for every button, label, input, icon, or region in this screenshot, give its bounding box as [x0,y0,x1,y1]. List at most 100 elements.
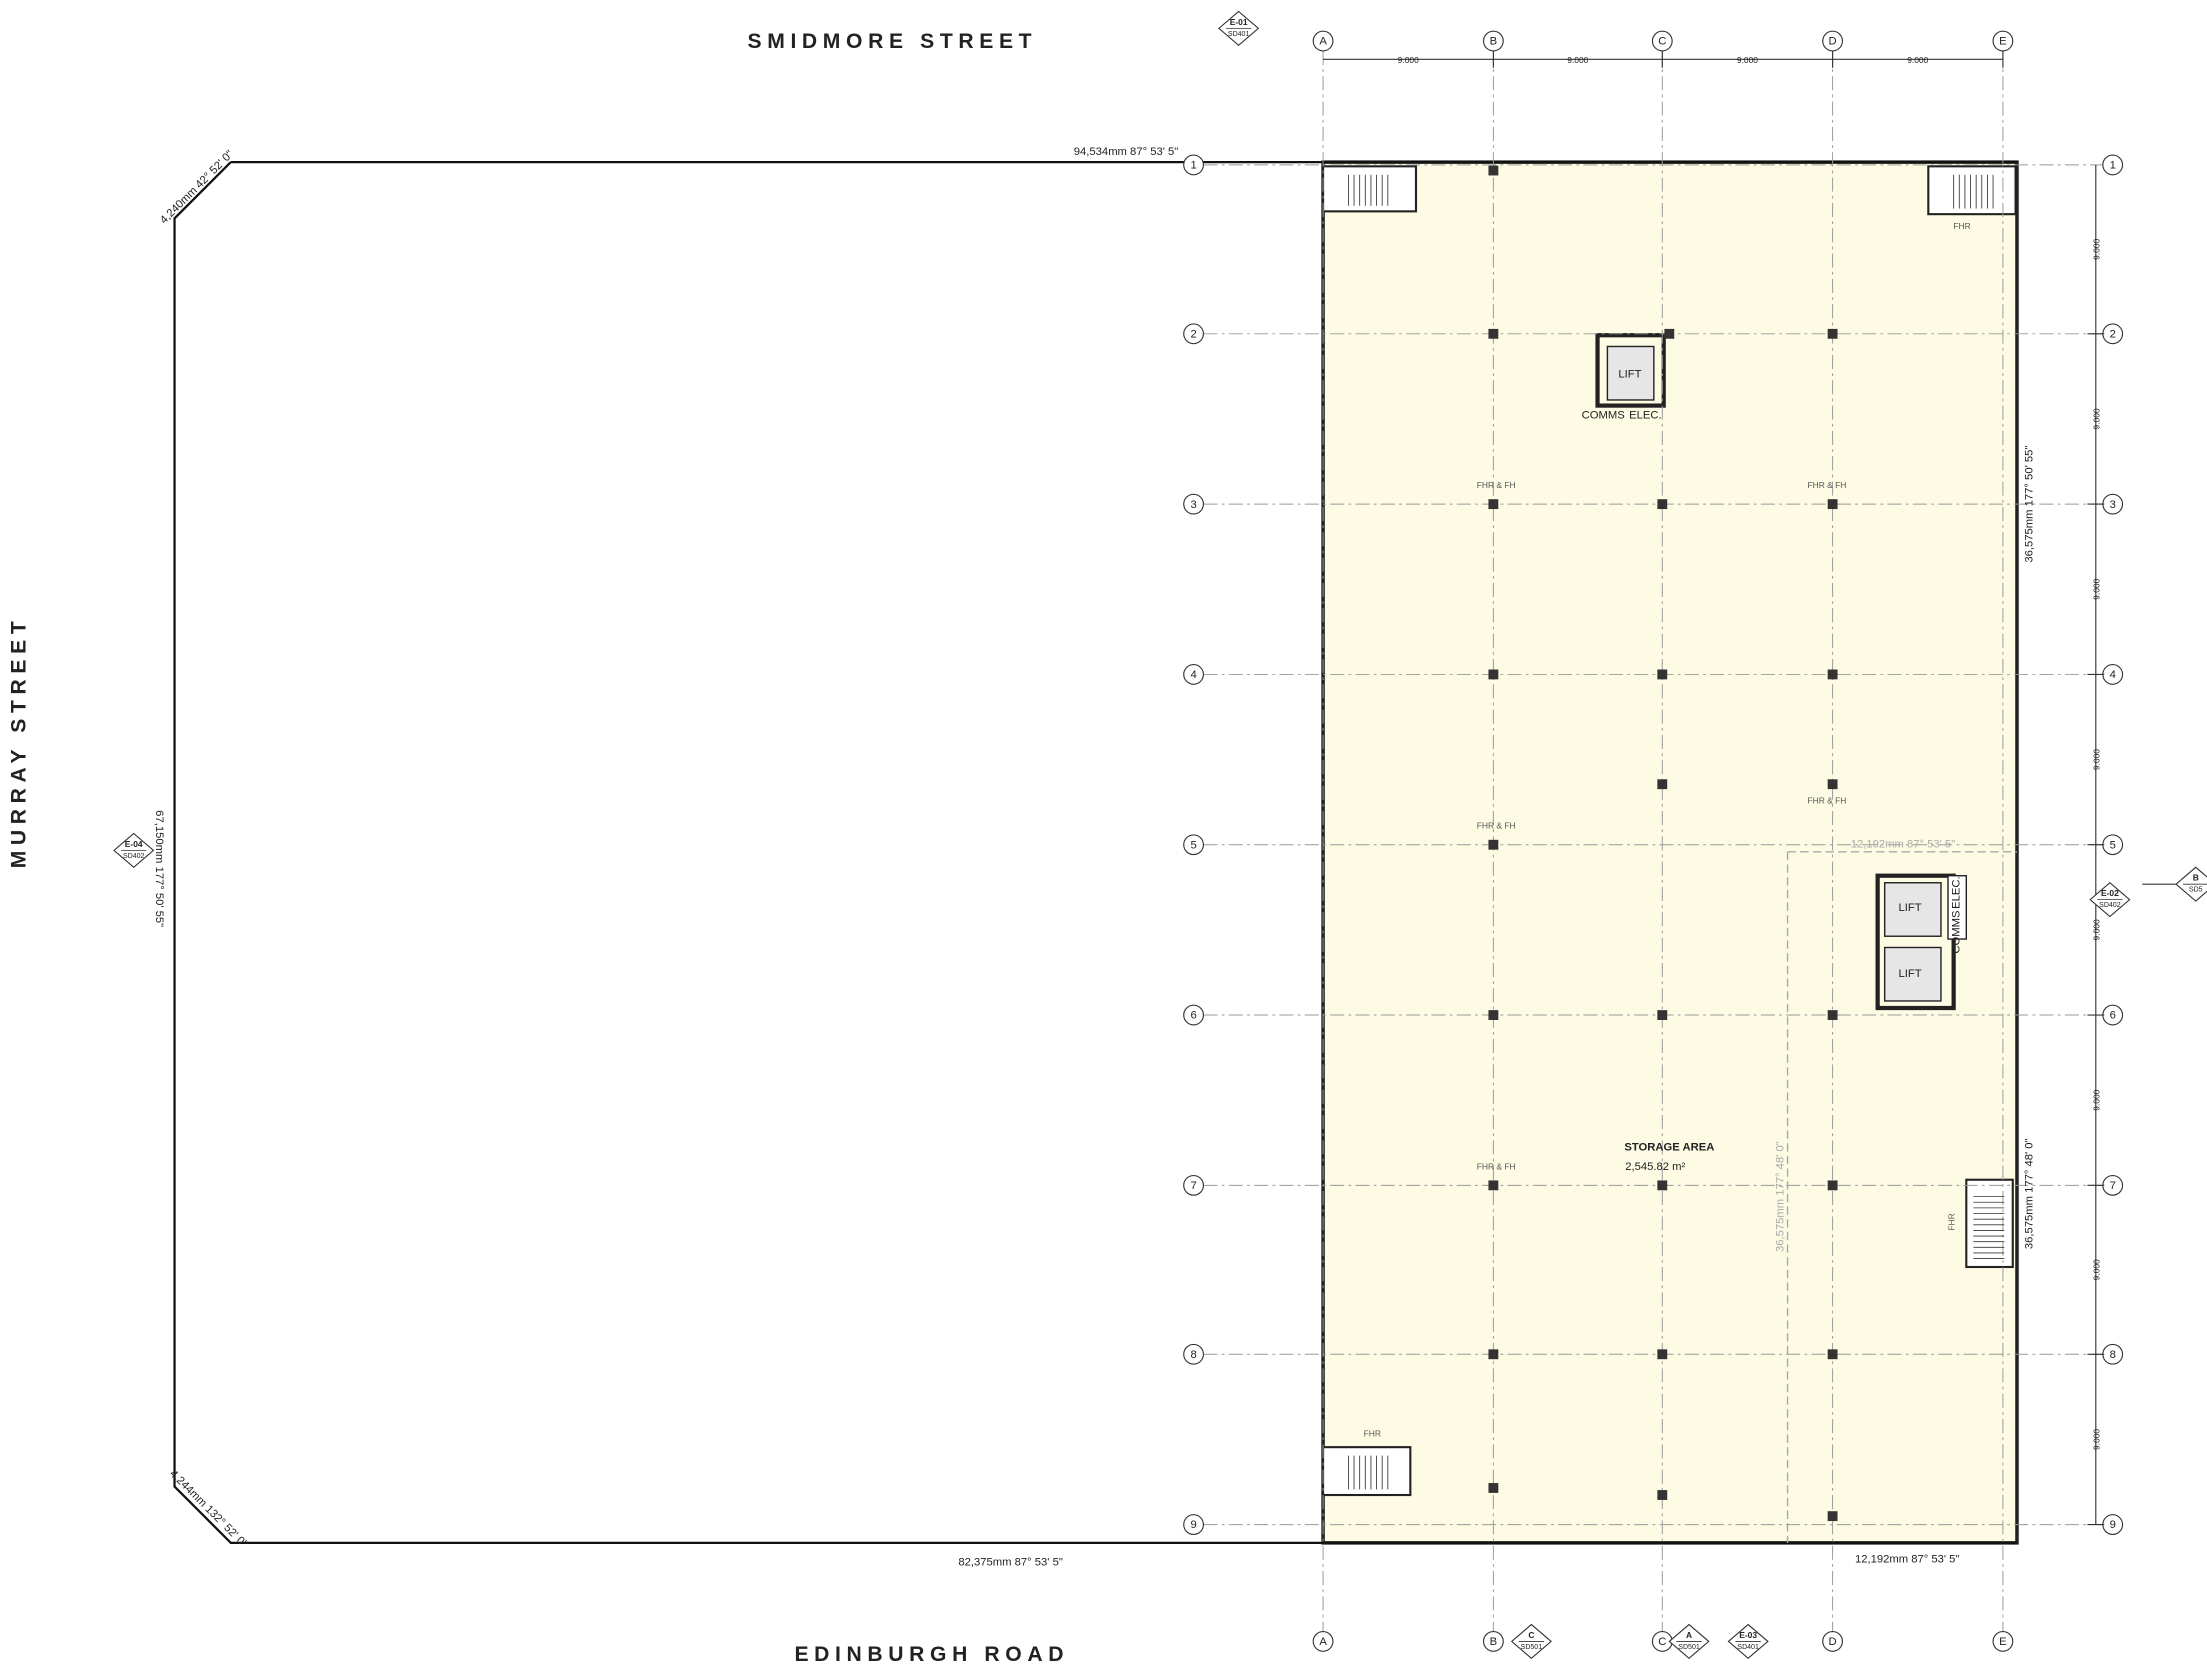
grid-bubble [1183,1174,1204,1196]
column [1657,499,1668,510]
fhr-fh-label: FHR & FH [1808,480,1847,490]
grid-bubble [1183,1343,1204,1365]
column [1488,328,1499,339]
grid-label: A [1319,36,1327,48]
marker-id: E-04 [125,839,143,849]
comms-label: COMMS [1582,409,1625,421]
building-footprint [1321,160,2019,1545]
dimension-text: 9.000 [1567,55,1588,65]
column [1827,1180,1838,1191]
boundary-label: 82,375mm 87° 53' 5" [958,1557,1062,1569]
grid-label: 6 [1190,1010,1196,1022]
grid-label: 9 [2110,1519,2116,1531]
grid-label: C [1658,36,1666,48]
grid-bubble [1183,664,1204,685]
marker-id: E-01 [1230,17,1248,27]
stairs [1322,165,2017,1497]
grid-label: 6 [2110,1010,2116,1022]
grid-label: 2 [1190,328,1196,340]
marker-sheet: SD401 [1228,31,1250,38]
fhr-fh-label: FHR & FH [1477,480,1516,490]
grid-label: B [1490,36,1498,48]
dimension-text: 9.000 [2091,238,2101,259]
fhr-label: FHR [1953,221,1970,231]
boundary-label: 36,575mm 177° 50' 55" [2024,446,2036,563]
room-name: STORAGE AREA [1624,1141,1714,1153]
grid-label: B [1490,1636,1498,1648]
elec-label: ELEC. [1629,409,1662,421]
fhr-label: FHR [1946,1213,1956,1230]
marker-sheet: SD501 [1678,1644,1700,1651]
dimension-text: 9.000 [1907,55,1928,65]
column [1657,779,1668,790]
grid-label: 8 [1190,1349,1196,1361]
comms-label: COMMS [1950,910,1962,953]
marker-id: B [2193,873,2199,883]
column [1657,1490,1668,1500]
dimension-text: 9.000 [2091,1259,2101,1280]
elec-label: ELEC. [1950,876,1962,909]
dimension-text: 9.000 [1737,55,1758,65]
boundary-label: 4,240mm 42° 52' 0" [158,148,236,226]
marker-id: C [1528,1630,1534,1640]
column [1488,1483,1499,1493]
column [1488,165,1499,176]
grid-label: C [1658,1636,1666,1648]
boundary-label: 67,150mm 177° 50' 55" [153,810,165,927]
marker-id: E-03 [1739,1630,1757,1640]
grid-label: 5 [2110,839,2116,851]
column [1488,1180,1499,1191]
boundary-label: 36,575mm 177° 48' 0" [2024,1138,2036,1249]
dimension-text: 9.000 [2091,1429,2101,1450]
dimension-text: 9.000 [1398,55,1419,65]
boundary-label: 36,575mm 177° 48' 0" [1774,1141,1786,1252]
lift-label: LIFT [1898,968,1921,980]
grid-bubble [1183,154,1204,176]
column [1827,669,1838,680]
grid-bubble [2102,154,2124,176]
grid-label: 7 [1190,1180,1196,1192]
grid-bubble [1183,323,1204,345]
column [1827,328,1838,339]
grid-label: E [1999,36,2007,48]
street-name: EDINBURGH ROAD [794,1643,1069,1666]
column [1827,779,1838,790]
fhr-fh-label: FHR & FH [1477,821,1516,831]
grid-label: 9 [1190,1519,1196,1531]
column [1657,1010,1668,1020]
column [1827,1010,1838,1020]
street-name: MURRAY STREET [7,616,30,869]
column [1664,328,1675,339]
boundary-label: 12,192mm 87° 53' 5" [1851,839,1955,851]
fhr-label: FHR [1364,1429,1381,1439]
grid-bubble [1183,1004,1204,1026]
marker-id: A [1686,1630,1692,1640]
grid-label: 1 [2110,160,2116,172]
grid-label: 3 [1190,499,1196,511]
column [1488,669,1499,680]
lift-label: LIFT [1618,369,1641,381]
boundary-label: 4,244mm 132° 52' 0" [167,1468,249,1550]
dimension-text: 9.000 [2091,408,2101,429]
marker-sheet: SD401 [1737,1644,1759,1651]
grid-label: 4 [2110,669,2116,681]
lift-core [1595,333,1968,1011]
boundary-label: 12,192mm 87° 53' 5" [1855,1554,1959,1566]
room-area: 2,545.82 m² [1625,1161,1685,1173]
grid-label: D [1829,1636,1837,1648]
column [1488,1010,1499,1020]
grid-bubble [1822,1630,1844,1652]
grid-label: 1 [1190,160,1196,172]
grid-label: A [1319,1636,1327,1648]
grid-bubble [1482,1630,1504,1652]
marker-sheet: SD5 [2189,887,2203,894]
column [1827,499,1838,510]
marker-id: E-02 [2101,888,2119,898]
grid-label: 5 [1190,839,1196,851]
column [1488,839,1499,850]
column [1827,1349,1838,1360]
grid-label: 7 [2110,1180,2116,1192]
dimension-text: 9.000 [2091,578,2101,599]
marker-sheet: SD402 [123,853,145,860]
